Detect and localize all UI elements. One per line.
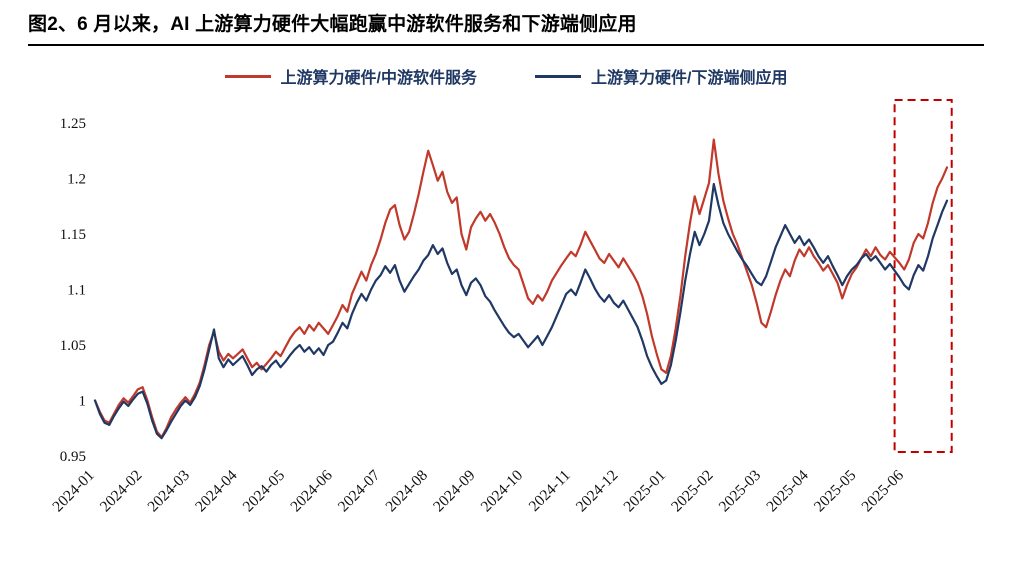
x-tick-label: 2024-04 <box>192 467 241 516</box>
figure-header: 图2、6 月以来，AI 上游算力硬件大幅跑赢中游软件服务和下游端侧应用 <box>0 0 1012 38</box>
y-tick-label: 1 <box>79 394 87 410</box>
x-tick-label: 2024-11 <box>526 467 574 515</box>
legend-item-mid-software: 上游算力硬件/中游软件服务 <box>224 64 477 88</box>
series-line-0 <box>93 138 949 439</box>
x-tick-label: 2024-10 <box>478 467 527 516</box>
x-tick-label: 2024-03 <box>144 467 193 516</box>
x-tick-label: 2024-05 <box>240 467 289 516</box>
legend-label-mid-software: 上游算力硬件/中游软件服务 <box>280 70 477 87</box>
legend-line-red <box>224 74 271 78</box>
y-tick-label: 1.15 <box>60 227 86 243</box>
y-tick-label: 0.95 <box>60 449 86 465</box>
highlight-box <box>893 99 953 453</box>
chart-legend: 上游算力硬件/中游软件服务 上游算力硬件/下游端侧应用 <box>0 64 1012 88</box>
legend-line-blue <box>535 74 581 78</box>
y-tick-label: 1.05 <box>60 338 86 354</box>
title-underline <box>28 44 984 46</box>
x-tick-label: 2024-12 <box>573 467 622 516</box>
y-tick-label: 1.2 <box>67 172 86 188</box>
x-tick-label: 2024-02 <box>97 467 146 516</box>
x-tick-label: 2025-02 <box>668 467 717 516</box>
x-tick-label: 2024-09 <box>430 467 479 516</box>
x-tick-label: 2024-07 <box>335 467 384 516</box>
x-tick-label: 2025-06 <box>858 467 907 516</box>
x-tick-label: 2025-05 <box>811 467 860 516</box>
figure-title: 图2、6 月以来，AI 上游算力硬件大幅跑赢中游软件服务和下游端侧应用 <box>28 14 637 35</box>
x-tick-label: 2025-04 <box>763 467 812 516</box>
y-tick-label: 1.1 <box>67 283 86 299</box>
x-tick-label: 2025-01 <box>620 467 669 516</box>
x-tick-label: 2024-01 <box>49 467 98 516</box>
series-line-1 <box>93 182 949 440</box>
y-tick-label: 1.25 <box>60 116 86 132</box>
x-tick-label: 2024-08 <box>382 467 431 516</box>
legend-label-down-device: 上游算力硬件/下游端侧应用 <box>591 70 788 87</box>
legend-item-down-device: 上游算力硬件/下游端侧应用 <box>535 64 787 88</box>
x-tick-label: 2024-06 <box>287 467 336 516</box>
x-tick-label: 2025-03 <box>716 467 765 516</box>
